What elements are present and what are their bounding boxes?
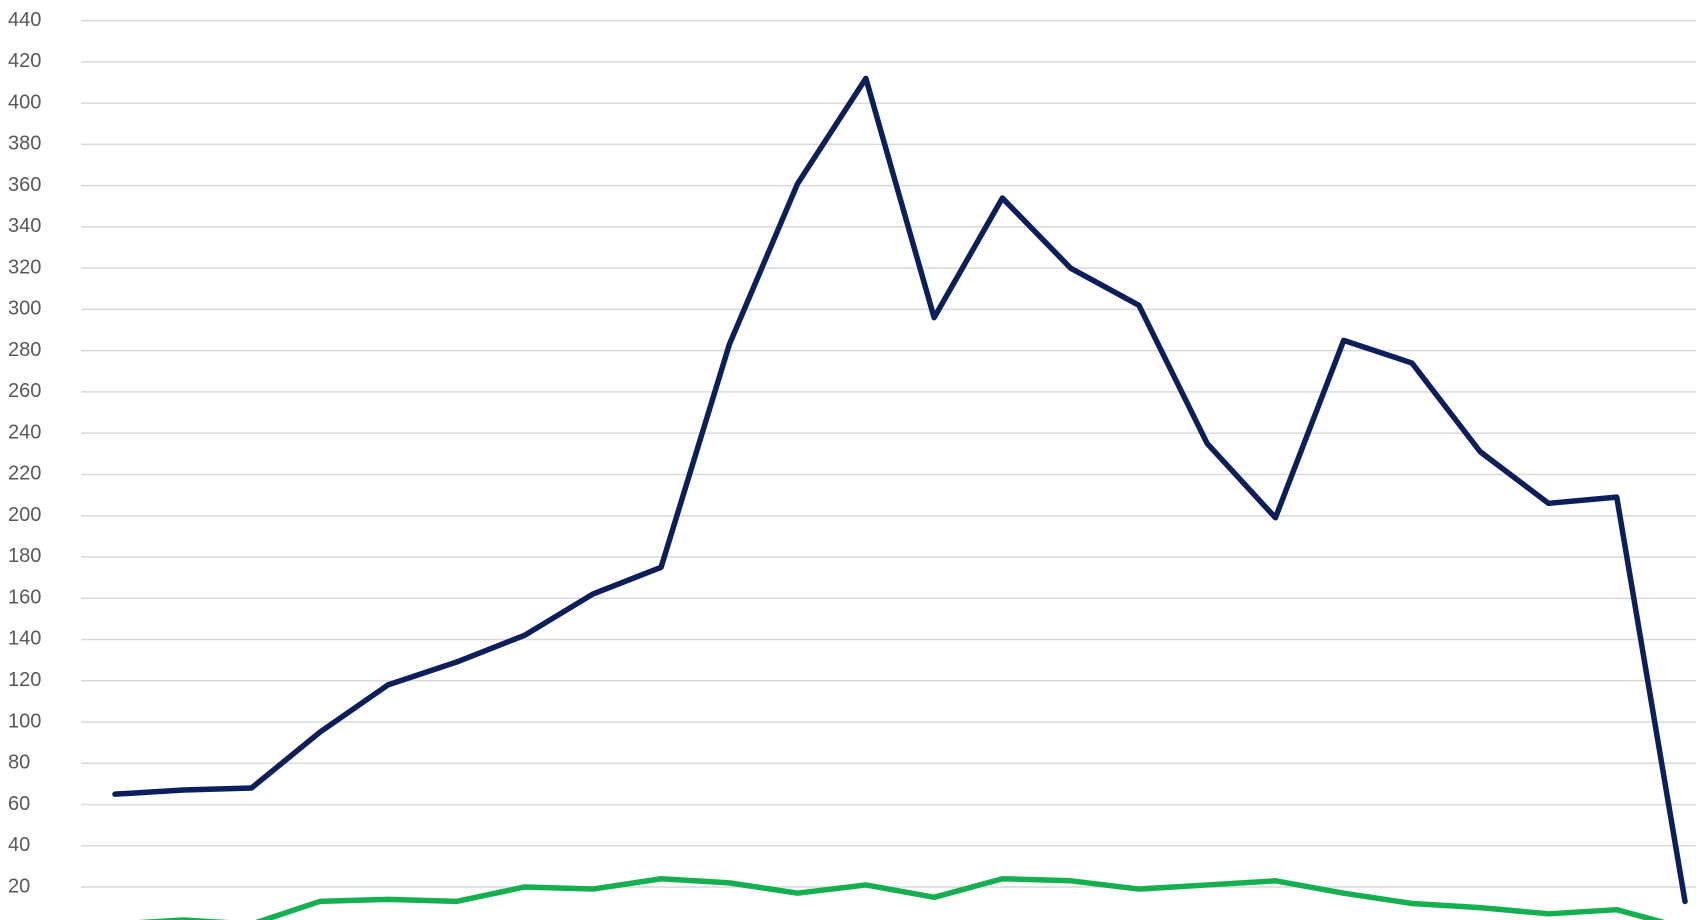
y-tick-label: 260 [8,380,41,402]
y-tick-label: 440 [8,9,41,31]
series-line [112,75,1688,905]
y-tick-label: 420 [8,50,41,72]
y-tick-label: 140 [8,628,41,650]
y-tick-label: 120 [8,669,41,691]
y-tick-label: 60 [8,793,30,815]
y-tick-label: 240 [8,421,41,443]
y-tick-label: 340 [8,215,41,237]
y-tick-label: 100 [8,710,41,732]
y-tick-label: 80 [8,752,30,774]
y-tick-label: 300 [8,298,41,320]
y-tick-label: 280 [8,339,41,361]
y-tick-label: 200 [8,504,41,526]
y-tick-label: 320 [8,256,41,278]
y-tick-label: 400 [8,91,41,113]
y-tick-label: 180 [8,545,41,567]
y-tick-label: 20 [8,875,30,897]
y-tick-label: 160 [8,586,41,608]
y-tick-label: 360 [8,174,41,196]
series-line [137,875,1666,920]
y-tick-label: 40 [8,834,30,856]
y-tick-label: 220 [8,463,41,485]
y-tick-label: 380 [8,133,41,155]
